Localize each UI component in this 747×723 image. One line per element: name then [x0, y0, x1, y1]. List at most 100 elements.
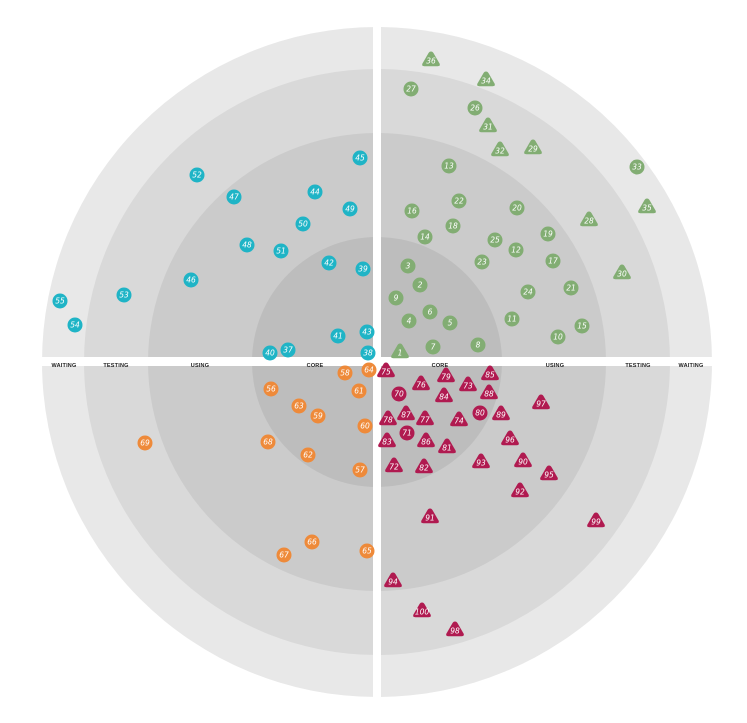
- blip-82[interactable]: 82: [415, 458, 433, 474]
- blip-61[interactable]: 61: [351, 383, 367, 399]
- blip-93[interactable]: 93: [472, 453, 490, 469]
- blip-4[interactable]: 4: [401, 313, 417, 329]
- blip-21[interactable]: 21: [563, 280, 579, 296]
- blip-30[interactable]: 30: [613, 264, 631, 280]
- blip-3[interactable]: 3: [400, 258, 416, 274]
- blip-34[interactable]: 34: [477, 71, 495, 87]
- blip-84[interactable]: 84: [435, 387, 453, 403]
- blip-25[interactable]: 25: [487, 232, 503, 248]
- blip-71[interactable]: 71: [399, 425, 415, 441]
- blip-83[interactable]: 83: [378, 432, 396, 448]
- blip-97[interactable]: 97: [532, 394, 550, 410]
- blip-32[interactable]: 32: [491, 141, 509, 157]
- blip-73[interactable]: 73: [459, 376, 477, 392]
- blip-60[interactable]: 60: [357, 418, 373, 434]
- blip-79[interactable]: 79: [437, 367, 455, 383]
- blip-24[interactable]: 24: [520, 284, 536, 300]
- blip-38[interactable]: 38: [360, 345, 376, 361]
- blip-74[interactable]: 74: [450, 411, 468, 427]
- blip-65[interactable]: 65: [359, 543, 375, 559]
- blip-76[interactable]: 76: [412, 375, 430, 391]
- blip-46[interactable]: 46: [183, 272, 199, 288]
- blip-81[interactable]: 81: [438, 438, 456, 454]
- blip-66[interactable]: 66: [304, 534, 320, 550]
- blip-11[interactable]: 11: [504, 311, 520, 327]
- blip-62[interactable]: 62: [300, 447, 316, 463]
- blip-41[interactable]: 41: [330, 328, 346, 344]
- blip-53[interactable]: 53: [116, 287, 132, 303]
- blip-68[interactable]: 68: [260, 434, 276, 450]
- blip-90[interactable]: 90: [514, 452, 532, 468]
- blip-16[interactable]: 16: [404, 203, 420, 219]
- blip-15[interactable]: 15: [574, 318, 590, 334]
- blip-40[interactable]: 40: [262, 345, 278, 361]
- blip-26[interactable]: 26: [467, 100, 483, 116]
- blip-70[interactable]: 70: [391, 386, 407, 402]
- blip-22[interactable]: 22: [451, 193, 467, 209]
- blip-52[interactable]: 52: [189, 167, 205, 183]
- blip-87[interactable]: 87: [397, 405, 415, 421]
- blip-55[interactable]: 55: [52, 293, 68, 309]
- blip-77[interactable]: 77: [416, 410, 434, 426]
- blip-5[interactable]: 5: [442, 315, 458, 331]
- blip-92[interactable]: 92: [511, 482, 529, 498]
- blip-8[interactable]: 8: [470, 337, 486, 353]
- blip-19[interactable]: 19: [540, 226, 556, 242]
- blip-48[interactable]: 48: [239, 237, 255, 253]
- blip-51[interactable]: 51: [273, 243, 289, 259]
- blip-91[interactable]: 91: [421, 508, 439, 524]
- blip-13[interactable]: 13: [441, 158, 457, 174]
- blip-59[interactable]: 59: [310, 408, 326, 424]
- blip-23[interactable]: 23: [474, 254, 490, 270]
- blip-7[interactable]: 7: [425, 339, 441, 355]
- blip-50[interactable]: 50: [295, 216, 311, 232]
- blip-20[interactable]: 20: [509, 200, 525, 216]
- blip-36[interactable]: 36: [422, 51, 440, 67]
- blip-96[interactable]: 96: [501, 430, 519, 446]
- blip-58[interactable]: 58: [337, 365, 353, 381]
- blip-94[interactable]: 94: [384, 572, 402, 588]
- blip-28[interactable]: 28: [580, 211, 598, 227]
- blip-64[interactable]: 64: [361, 362, 377, 378]
- blip-88[interactable]: 88: [480, 384, 498, 400]
- blip-33[interactable]: 33: [629, 159, 645, 175]
- blip-35[interactable]: 35: [638, 198, 656, 214]
- blip-18[interactable]: 18: [445, 218, 461, 234]
- blip-98[interactable]: 98: [446, 621, 464, 637]
- blip-99[interactable]: 99: [587, 512, 605, 528]
- blip-45[interactable]: 45: [352, 150, 368, 166]
- blip-39[interactable]: 39: [355, 261, 371, 277]
- blip-69[interactable]: 69: [137, 435, 153, 451]
- blip-54[interactable]: 54: [67, 317, 83, 333]
- blip-37[interactable]: 37: [280, 342, 296, 358]
- blip-78[interactable]: 78: [379, 410, 397, 426]
- blip-42[interactable]: 42: [321, 255, 337, 271]
- blip-89[interactable]: 89: [492, 405, 510, 421]
- blip-86[interactable]: 86: [417, 432, 435, 448]
- blip-14[interactable]: 14: [417, 229, 433, 245]
- blip-10[interactable]: 10: [550, 329, 566, 345]
- blip-56[interactable]: 56: [263, 381, 279, 397]
- blip-47[interactable]: 47: [226, 189, 242, 205]
- blip-85[interactable]: 85: [481, 365, 499, 381]
- blip-100[interactable]: 100: [413, 602, 431, 618]
- blip-6[interactable]: 6: [422, 304, 438, 320]
- blip-12[interactable]: 12: [508, 242, 524, 258]
- blip-57[interactable]: 57: [352, 462, 368, 478]
- blip-95[interactable]: 95: [540, 465, 558, 481]
- blip-44[interactable]: 44: [307, 184, 323, 200]
- blip-67[interactable]: 67: [276, 547, 292, 563]
- blip-75[interactable]: 75: [377, 362, 395, 378]
- blip-31[interactable]: 31: [479, 117, 497, 133]
- blip-63[interactable]: 63: [291, 398, 307, 414]
- blip-72[interactable]: 72: [385, 457, 403, 473]
- blip-29[interactable]: 29: [524, 139, 542, 155]
- blip-2[interactable]: 2: [412, 277, 428, 293]
- blip-9[interactable]: 9: [388, 290, 404, 306]
- blip-80[interactable]: 80: [472, 405, 488, 421]
- blip-27[interactable]: 27: [403, 81, 419, 97]
- blip-1[interactable]: 1: [391, 343, 409, 359]
- blip-17[interactable]: 17: [545, 253, 561, 269]
- blip-43[interactable]: 43: [359, 324, 375, 340]
- blip-49[interactable]: 49: [342, 201, 358, 217]
